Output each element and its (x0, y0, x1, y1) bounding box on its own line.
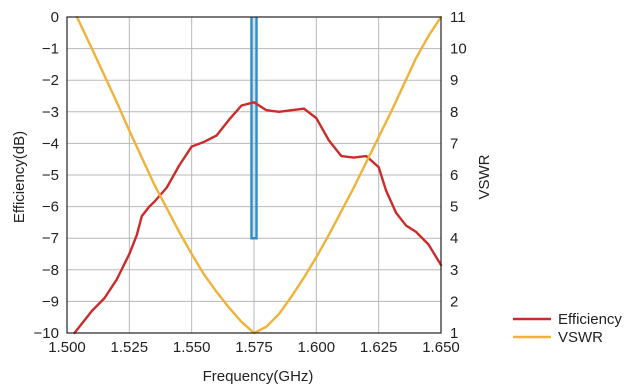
y-right-axis-title: VSWR (476, 154, 493, 199)
x-tick-label: 1.500 (48, 339, 86, 356)
y-right-tick-label: 3 (450, 262, 458, 279)
y-left-tick-label: −6 (42, 199, 59, 216)
x-tick-label: 1.575 (235, 339, 273, 356)
y-right-tick-label: 8 (450, 104, 458, 121)
y-left-tick-label: −10 (34, 325, 59, 342)
y-right-tick-label: 2 (450, 293, 458, 310)
y-left-tick-label: −2 (42, 72, 59, 89)
y-right-tick-label: 4 (450, 230, 458, 247)
x-ticks: 1.500 1.525 1.550 1.575 1.600 1.625 1.650 (48, 339, 460, 356)
y-right-tick-label: 7 (450, 135, 458, 152)
x-tick-label: 1.625 (360, 339, 398, 356)
series-layer (73, 15, 443, 335)
grid-lines (67, 17, 441, 333)
y-right-tick-label: 6 (450, 167, 458, 184)
y-left-tick-label: 0 (51, 9, 59, 26)
legend: Efficiency VSWR (513, 311, 622, 346)
y-left-tick-label: −8 (42, 262, 59, 279)
y-right-tick-label: 10 (450, 41, 467, 58)
y-left-ticks: 0 −1 −2 −3 −4 −5 −6 −7 −8 −9 −10 (34, 9, 59, 342)
plot-frame (66, 16, 442, 334)
y-left-tick-label: −3 (42, 104, 59, 121)
series-line-vswr (75, 15, 443, 335)
y-left-axis-title: Efficiency(dB) (11, 131, 28, 223)
x-tick-label: 1.525 (111, 339, 149, 356)
legend-label-efficiency: Efficiency (558, 311, 622, 328)
y-left-tick-label: −1 (42, 41, 59, 58)
y-right-tick-label: 11 (450, 9, 466, 26)
y-left-tick-label: −4 (42, 135, 59, 152)
y-right-ticks: 11 10 9 8 7 6 5 4 3 2 1 (450, 9, 467, 342)
marker-layer (250, 17, 258, 240)
x-tick-label: 1.650 (422, 339, 460, 356)
x-axis-title: Frequency(GHz) (203, 368, 314, 385)
y-left-tick-label: −5 (42, 167, 59, 184)
y-left-tick-label: −9 (42, 293, 59, 310)
series-line-efficiency (73, 101, 443, 335)
y-left-tick-label: −7 (42, 230, 59, 247)
legend-label-vswr: VSWR (558, 329, 603, 346)
x-tick-label: 1.600 (298, 339, 336, 356)
y-right-tick-label: 9 (450, 72, 458, 89)
x-tick-label: 1.550 (173, 339, 211, 356)
gnss-band-marker (250, 17, 258, 240)
y-right-tick-label: 1 (450, 325, 458, 342)
y-right-tick-label: 5 (450, 199, 458, 216)
